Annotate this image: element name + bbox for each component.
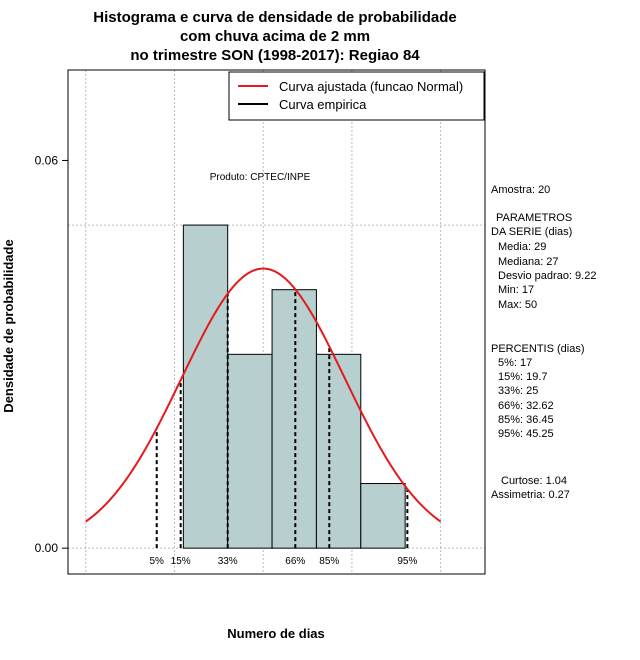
axis-layer: 0.00 0.06 <box>35 153 68 555</box>
legend-label-empirical: Curva empirica <box>279 97 367 112</box>
percentile-label-3: 66% <box>285 556 305 567</box>
curve-layer <box>85 267 442 523</box>
y-axis-title: Densidade de probabilidade <box>1 239 16 412</box>
param-min: Min: 17 <box>498 284 534 296</box>
param-max: Max: 50 <box>498 299 537 311</box>
param-desvio: Desvio padrao: 9.22 <box>498 270 596 282</box>
legend: Curva ajustada (funcao Normal) Curva emp… <box>228 71 485 121</box>
curtose: Curtose: 1.04 <box>501 475 567 487</box>
product-note: Produto: CPTEC/INPE <box>210 172 311 183</box>
histogram-bar <box>360 483 406 549</box>
percentile-label-1: 15% <box>171 556 191 567</box>
percentil-15: 15%: 19.7 <box>498 371 548 383</box>
legend-label-fit: Curva ajustada (funcao Normal) <box>279 79 463 94</box>
histogram-bar <box>315 353 362 549</box>
percentis-header: PERCENTIS (dias) <box>491 343 585 355</box>
percentil-5: 5%: 17 <box>498 357 532 369</box>
percentil-85: 85%: 36.45 <box>498 414 554 426</box>
param-mediana: Mediana: 27 <box>498 256 559 268</box>
chart-title-line-2: com chuva acima de 2 mm <box>180 28 370 45</box>
chart-title-line-3: no trimestre SON (1998-2017): Regiao 84 <box>130 47 420 64</box>
percentile-label-5: 95% <box>397 556 417 567</box>
stats-panel: Amostra: 20 PARAMETROS DA SERIE (dias) M… <box>491 184 596 501</box>
params-header-1: PARAMETROS <box>496 212 572 224</box>
param-media: Media: 29 <box>498 241 546 253</box>
params-header-2: DA SERIE (dias) <box>491 226 572 238</box>
percentil-95: 95%: 45.25 <box>498 428 554 440</box>
percentil-33: 33%: 25 <box>498 385 538 397</box>
y-tick-label-1: 0.06 <box>35 153 59 167</box>
percentil-66: 66%: 32.62 <box>498 400 554 412</box>
histogram-bar <box>182 224 229 549</box>
plot-frame <box>67 69 486 575</box>
percentile-label-4: 85% <box>319 556 339 567</box>
assimetria: Assimetria: 0.27 <box>491 489 570 501</box>
y-tick-label-0: 0.00 <box>35 541 59 555</box>
percentile-label-0: 5% <box>149 556 164 567</box>
histogram-bar <box>227 353 273 549</box>
x-axis-title: Numero de dias <box>227 626 325 641</box>
legend-box <box>228 71 485 121</box>
percentile-layer: 5% 15% 33% 66% 85% 95% <box>149 289 417 567</box>
normal-fit-curve <box>85 267 442 523</box>
chart-title-line-1: Histograma e curva de densidade de proba… <box>93 9 456 26</box>
bars-layer <box>182 224 406 549</box>
sample-size: Amostra: 20 <box>491 184 550 196</box>
histogram-bar <box>271 289 317 549</box>
percentile-label-2: 33% <box>218 556 238 567</box>
